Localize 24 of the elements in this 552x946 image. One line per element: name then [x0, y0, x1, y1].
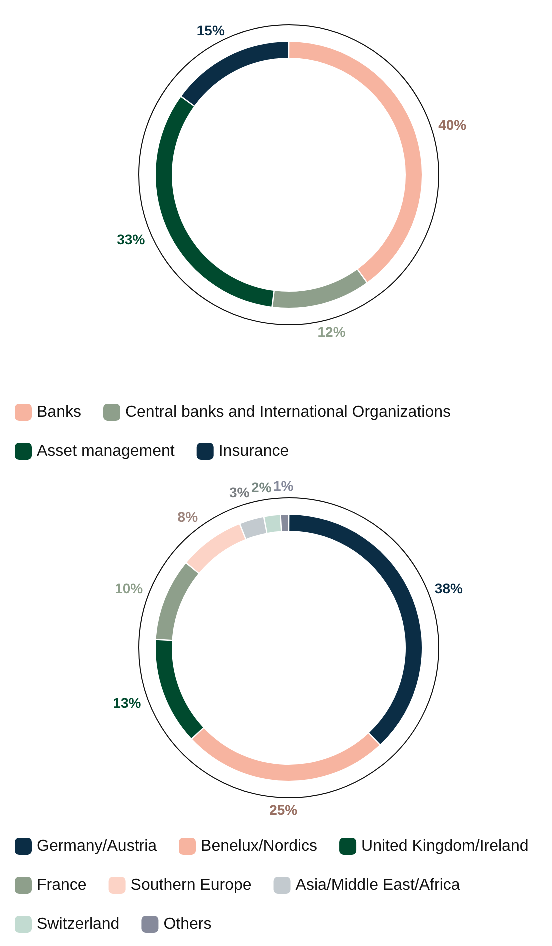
- legend-label: Asset management: [37, 443, 176, 460]
- data-label: 15%: [196, 22, 226, 39]
- data-label: 38%: [434, 580, 464, 596]
- legend-label: United Kingdom/Ireland: [362, 838, 529, 855]
- legend-label: Asia/Middle East/Africa: [296, 877, 460, 894]
- legend-label: France: [37, 877, 87, 894]
- data-label: 25%: [270, 802, 298, 818]
- data-label: 8%: [178, 508, 199, 525]
- data-label: 1%: [273, 478, 294, 494]
- legend-label: Others: [164, 916, 212, 933]
- legend-label: Central banks and International Organizations: [125, 404, 451, 421]
- data-label: 10%: [115, 580, 144, 596]
- legend-label: Germany/Austria: [37, 838, 158, 855]
- data-label: 12%: [318, 324, 346, 340]
- legend-label: Switzerland: [37, 916, 120, 933]
- data-label: 13%: [113, 694, 142, 711]
- data-label: 3%: [229, 484, 250, 500]
- data-label: 2%: [251, 479, 272, 496]
- data-label: 40%: [438, 116, 468, 133]
- legend-label: Benelux/Nordics: [201, 838, 318, 855]
- legend-label: Insurance: [218, 443, 290, 460]
- legend-label: Banks: [37, 404, 82, 421]
- data-label: 33%: [117, 231, 146, 248]
- legend-label: Southern Europe: [130, 877, 252, 894]
